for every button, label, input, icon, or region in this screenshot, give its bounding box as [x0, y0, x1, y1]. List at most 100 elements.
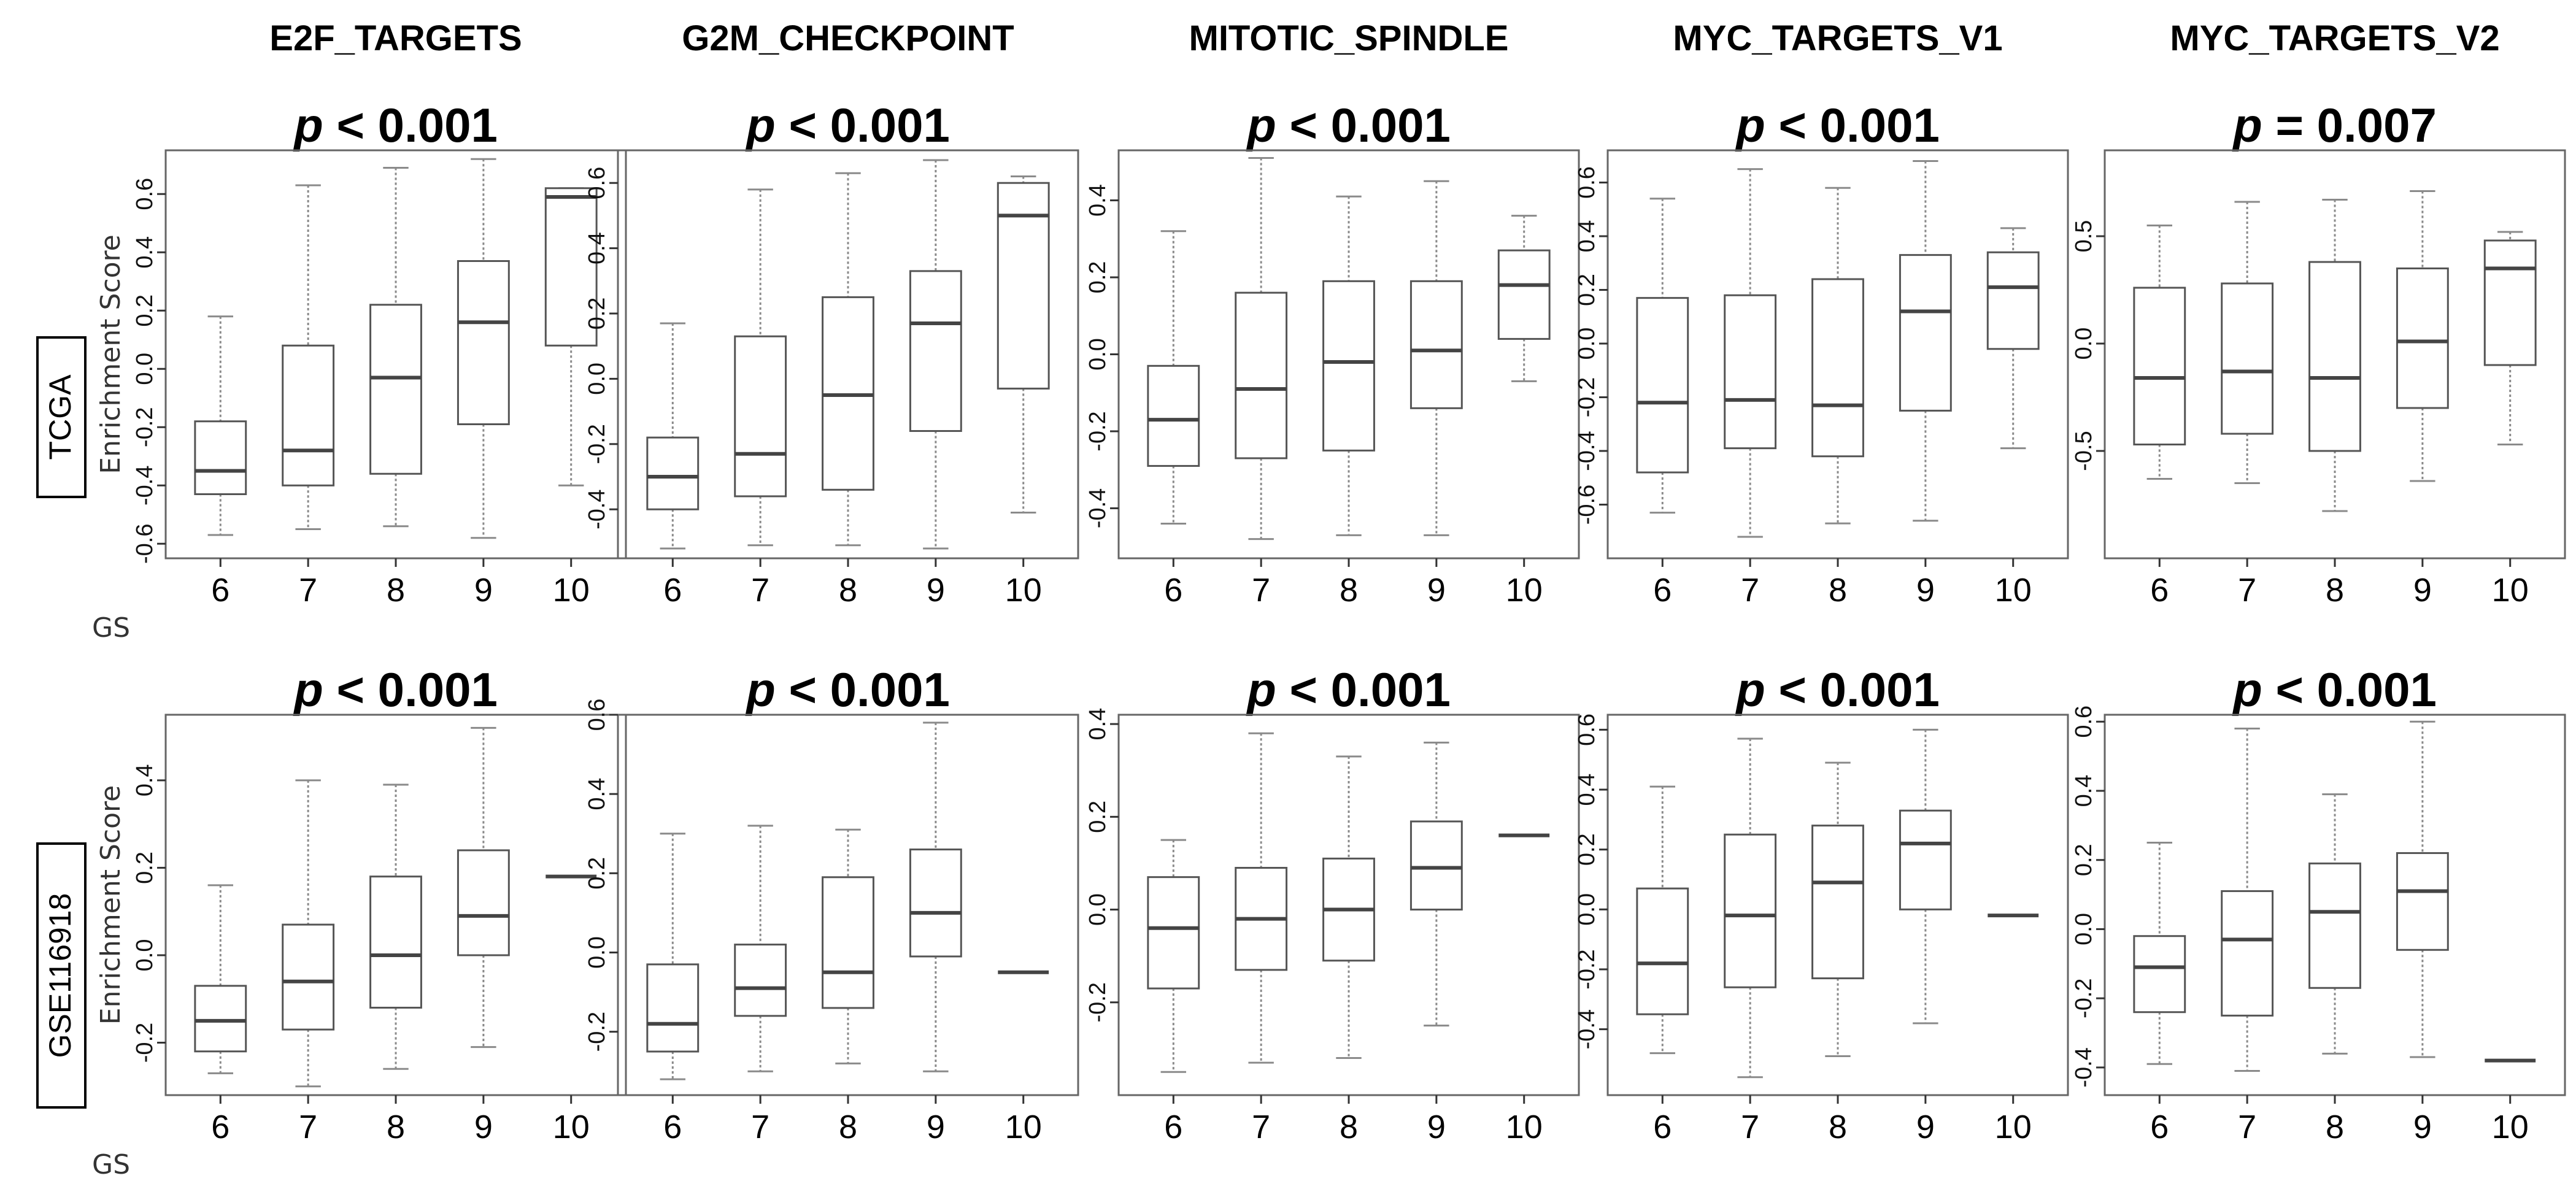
y-tick-label-r0c2-4: 0.4 [1085, 184, 1111, 217]
x-tick-label-r1c0-3: 9 [474, 1109, 493, 1145]
x-tick-label-r0c3-2: 8 [1829, 572, 1847, 609]
x-tick-label-r1c1-3: 9 [927, 1109, 945, 1145]
y-tick-label-r1c3-4: 0.4 [1574, 774, 1600, 806]
pvalue-p-r1c1: p [745, 663, 789, 717]
y-tick-label-r0c3-6: 0.6 [1574, 166, 1600, 199]
iqr-box [2221, 282, 2274, 435]
box-r0c1-gs8 [822, 172, 874, 547]
box-r1c1-gs7 [734, 825, 787, 1072]
x-tick-label-r0c0-3: 9 [474, 572, 493, 609]
pvalue-text-r1c3: < 0.001 [1778, 663, 1939, 717]
y-tick-label-r0c2-0: -0.4 [1085, 488, 1111, 528]
x-tick-label-r1c3-0: 6 [1653, 1109, 1672, 1145]
iqr-box [2396, 267, 2449, 409]
iqr-box [1409, 820, 1463, 911]
pvalue-p-r1c2: p [1246, 663, 1289, 717]
column-title-2: MITOTIC_SPINDLE [1189, 18, 1509, 58]
iqr-box [1986, 251, 2040, 350]
box-r0c3-gs10 [1986, 227, 2040, 450]
y-tick-label-r0c1-0: -0.4 [584, 489, 610, 529]
y-tick-label-r1c2-3: 0.4 [1085, 708, 1111, 741]
y-tick-label-r1c1-1: 0.0 [584, 936, 610, 969]
y-tick-label-r0c1-4: 0.4 [584, 232, 610, 264]
x-tick-label-r0c1-3: 9 [927, 572, 945, 609]
box-r0c4-gs9 [2396, 190, 2449, 482]
pvalue-title-r0c4: p = 0.007 [2232, 98, 2437, 152]
y-tick-label-r1c0-2: 0.2 [132, 852, 158, 884]
y-tick-label-r0c2-1: -0.2 [1085, 411, 1111, 451]
y-tick-label-r0c0-0: -0.6 [132, 524, 158, 564]
iqr-box [1899, 809, 1952, 910]
x-tick-label-r1c1-0: 6 [663, 1109, 682, 1145]
x-tick-label-r1c1-2: 8 [839, 1109, 857, 1145]
box-r0c1-gs7 [734, 188, 787, 547]
x-tick-label-r0c4-1: 7 [2238, 572, 2256, 609]
x-tick-label-r1c3-3: 9 [1916, 1109, 1935, 1145]
box-r1c2-gs8 [1322, 755, 1375, 1060]
box-r1c4-gs6 [2133, 842, 2186, 1065]
pvalue-text-r1c0: < 0.001 [336, 663, 497, 717]
x-tick-label-r1c0-4: 10 [553, 1109, 590, 1145]
pvalue-p-r1c4: p [2232, 663, 2275, 717]
box-r0c2-gs9 [1409, 180, 1463, 536]
x-tick-label-r1c3-2: 8 [1829, 1109, 1847, 1145]
x-tick-label-r0c1-1: 7 [751, 572, 769, 609]
x-tick-label-r0c4-0: 6 [2150, 572, 2169, 609]
x-tick-label-r1c4-3: 9 [2413, 1109, 2432, 1145]
iqr-box [369, 304, 422, 475]
box-r0c0-gs9 [457, 158, 510, 539]
pvalue-p-r0c3: p [1735, 98, 1778, 152]
box-r1c2-gs6 [1147, 839, 1200, 1073]
y-tick-label-r0c1-5: 0.6 [584, 167, 610, 199]
pvalue-p-r1c0: p [293, 663, 336, 717]
box-r0c4-gs8 [2308, 199, 2361, 512]
iqr-box [2133, 287, 2186, 445]
box-r1c3-gs9 [1899, 728, 1952, 1025]
box-r1c4-gs9 [2396, 720, 2449, 1058]
x-tick-label-r0c2-0: 6 [1164, 572, 1182, 609]
box-r1c1-gs6 [646, 833, 700, 1080]
y-tick-label-r0c3-5: 0.4 [1574, 220, 1600, 253]
pvalue-text-r0c4: = 0.007 [2275, 98, 2436, 152]
x-tick-label-r0c2-2: 8 [1340, 572, 1358, 609]
y-tick-label-r0c4-0: -0.5 [2071, 431, 2097, 471]
y-tick-label-r1c0-0: -0.2 [132, 1023, 158, 1063]
x-tick-label-r1c3-4: 10 [1995, 1109, 2032, 1145]
y-tick-label-r0c3-0: -0.6 [1574, 485, 1600, 525]
y-tick-label-r0c0-3: 0.0 [132, 353, 158, 385]
y-tick-label-r0c0-6: 0.6 [132, 178, 158, 210]
iqr-box [457, 849, 510, 956]
x-axis-label-gs-1: GS [92, 1149, 130, 1180]
x-tick-label-r1c2-3: 9 [1427, 1109, 1446, 1145]
box-r0c0-gs6 [194, 315, 247, 536]
x-tick-label-r1c1-1: 7 [751, 1109, 769, 1145]
iqr-box [1899, 254, 1952, 412]
iqr-box [1147, 876, 1200, 990]
box-r1c4-gs7 [2221, 728, 2274, 1072]
y-axis-label-group-0: Enrichment Score [95, 234, 126, 474]
iqr-box [2133, 935, 2186, 1014]
y-tick-label-r0c1-1: -0.2 [584, 424, 610, 464]
box-r0c0-gs8 [369, 167, 422, 528]
y-tick-label-r1c4-0: -0.4 [2071, 1047, 2097, 1087]
y-tick-label-r1c4-3: 0.2 [2071, 844, 2097, 876]
y-tick-label-r0c3-4: 0.2 [1574, 274, 1600, 306]
x-tick-label-r0c2-4: 10 [1506, 572, 1543, 609]
iqr-box [1497, 249, 1551, 340]
x-tick-label-r0c4-4: 10 [2492, 572, 2529, 609]
y-tick-label-r0c4-2: 0.5 [2071, 220, 2097, 253]
iqr-box [1322, 280, 1375, 452]
box-r0c2-gs7 [1235, 157, 1288, 541]
box-r1c2-gs9 [1409, 741, 1463, 1027]
y-tick-label-r1c3-1: -0.2 [1574, 949, 1600, 989]
y-tick-label-r1c1-3: 0.4 [584, 778, 610, 810]
pvalue-text-r0c2: < 0.001 [1289, 98, 1450, 152]
y-tick-label-r0c3-1: -0.4 [1574, 431, 1600, 471]
x-tick-label-r0c1-2: 8 [839, 572, 857, 609]
pvalue-text-r1c2: < 0.001 [1289, 663, 1450, 717]
x-tick-label-r1c4-4: 10 [2492, 1109, 2529, 1145]
box-r0c0-gs10 [544, 187, 598, 487]
pvalue-title-r0c0: p < 0.001 [293, 98, 498, 152]
x-tick-label-r1c0-2: 8 [387, 1109, 405, 1145]
y-tick-label-r0c0-4: 0.2 [132, 294, 158, 327]
